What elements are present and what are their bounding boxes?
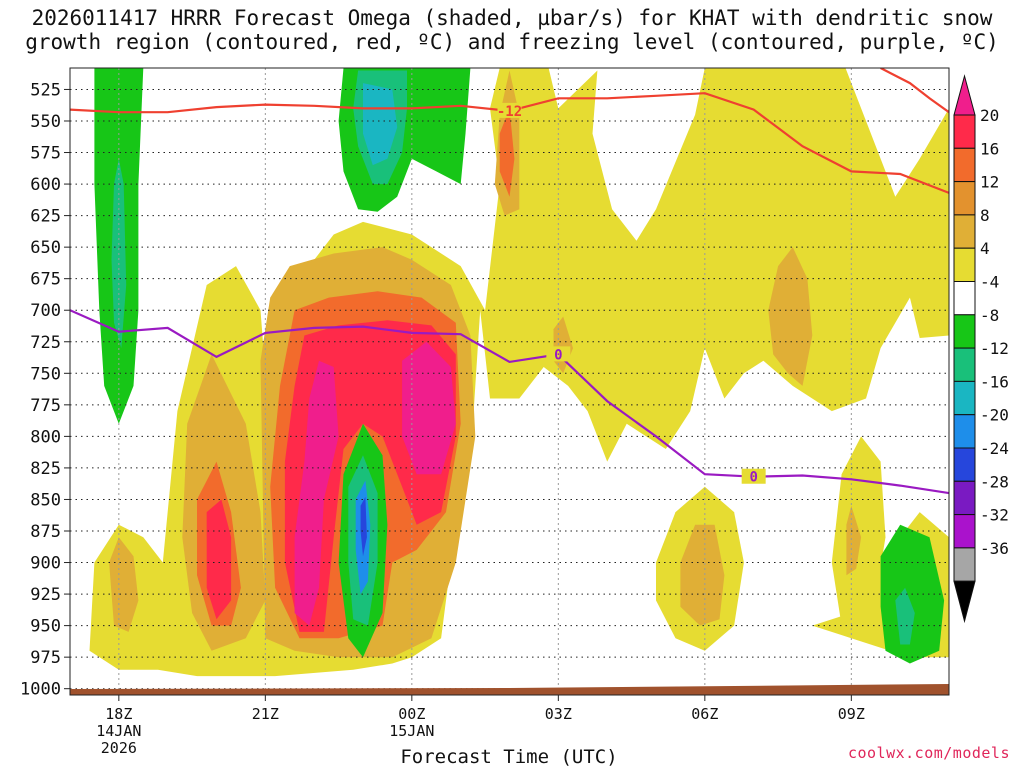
y-tick-label-800: 800 — [30, 427, 61, 447]
y-tick-label-775: 775 — [30, 396, 61, 416]
ground-strip — [70, 684, 949, 695]
plot-frame — [69, 67, 950, 696]
omega-region-orange-lobe-0840 — [846, 505, 862, 576]
y-tick-label-525: 525 — [30, 80, 61, 100]
y-tick-label-1000: 1000 — [20, 680, 61, 700]
colorbar-swatch-11 — [953, 480, 976, 516]
x-tick-label-00Z-1: 15JAN — [389, 722, 434, 740]
omega-shading — [89, 68, 949, 677]
y-tick-label-750: 750 — [30, 364, 61, 384]
colorbar-swatch-4 — [953, 247, 976, 282]
colorbar-label-6: -8 — [980, 306, 999, 325]
y-tick-label-700: 700 — [30, 301, 61, 321]
omega-region-orange-lobe-06z — [680, 524, 725, 626]
omega-region-teal-lower-right — [895, 587, 915, 645]
chart-title: 2026011417 HRRR Forecast Omega (shaded, … — [0, 6, 1024, 54]
title-line-1: 2026011417 HRRR Forecast Omega (shaded, … — [31, 6, 993, 30]
x-tick-label-18Z-2: 2026 — [101, 739, 137, 757]
y-tick-label-625: 625 — [30, 207, 61, 227]
pressure-axis: 525 550 575 600 625 650 675 700 725 750 775 800 825 8… — [20, 80, 70, 700]
colorbar-top-triangle — [953, 74, 976, 116]
temperature-contours: -12 0 0 — [70, 68, 949, 495]
x-tick-label-09Z-0: 09Z — [838, 705, 865, 723]
omega-region-dark-blue-core — [360, 496, 367, 557]
colorbar-swatch-6 — [953, 314, 976, 349]
x-tick-label-18Z-1: 14JAN — [96, 722, 141, 740]
colorbar-label-4: 4 — [980, 239, 990, 258]
colorbar-swatch-5 — [953, 281, 976, 316]
freezing-level-contour — [70, 309, 949, 495]
colorbar-label-0: 20 — [980, 106, 999, 125]
source-credit: coolwx.com/models — [847, 744, 1010, 762]
y-tick-label-925: 925 — [30, 585, 61, 605]
colorbar-label-3: 8 — [980, 206, 990, 225]
colorbar-label-1: 16 — [980, 139, 999, 158]
dendritic-contour-upper-right — [880, 68, 949, 114]
colorbar-label-10: -24 — [980, 439, 1009, 458]
y-tick-label-850: 850 — [30, 490, 61, 510]
freezing-level-label-03z: 0 — [554, 347, 562, 363]
dendritic-contour-label: -12 — [497, 104, 522, 120]
colorbar-label-5: -4 — [980, 273, 999, 292]
dendritic-contour-label-bg — [497, 102, 522, 118]
colorbar-label-13: -36 — [980, 539, 1009, 558]
y-tick-label-725: 725 — [30, 333, 61, 353]
freezing-level-label-03z-bg — [546, 346, 571, 362]
grid-lines — [70, 68, 949, 695]
y-tick-label-950: 950 — [30, 617, 61, 637]
y-tick-label-675: 675 — [30, 270, 61, 290]
freezing-level-label-07z: 0 — [749, 470, 757, 486]
freezing-level-label-07z-bg — [741, 468, 766, 484]
y-tick-label-875: 875 — [30, 522, 61, 542]
colorbar-label-7: -12 — [980, 339, 1009, 358]
omega-region-orange-lobe-08z — [768, 247, 813, 386]
colorbar-swatch-7 — [953, 347, 976, 382]
colorbar-swatch-9 — [953, 414, 976, 449]
colorbar-swatch-2 — [953, 181, 976, 216]
y-tick-label-575: 575 — [30, 144, 61, 164]
colorbar-swatch-0 — [953, 114, 976, 149]
y-tick-label-975: 975 — [30, 648, 61, 668]
colorbar-swatch-10 — [953, 447, 976, 482]
x-tick-label-06Z-0: 06Z — [691, 705, 718, 723]
y-tick-label-550: 550 — [30, 112, 61, 132]
x-tick-label-18Z-0: 18Z — [105, 705, 132, 723]
colorbar-label-12: -32 — [980, 506, 1009, 525]
omega-region-orange-lobe-18z — [109, 537, 139, 632]
omega-region-red-core-left — [206, 499, 232, 620]
omega-region-cyan-upper-centre — [363, 83, 398, 166]
colorbar: 20 16 12 8 4 -4 -8 -12 -16 -20 -24 -28 -32 -36 — [953, 74, 1009, 624]
colorbar-label-8: -16 — [980, 372, 1009, 391]
omega-region-magenta-core-right — [402, 341, 456, 475]
omega-region-dark-orange-upper — [499, 108, 515, 197]
colorbar-bottom-triangle — [953, 580, 976, 624]
colorbar-swatch-12 — [953, 514, 976, 549]
y-tick-label-650: 650 — [30, 238, 61, 258]
colorbar-label-9: -20 — [980, 406, 1009, 425]
title-line-2: growth region (contoured, red, ºC) and f… — [25, 30, 999, 54]
y-tick-label-825: 825 — [30, 459, 61, 479]
x-tick-label-00Z-0: 00Z — [398, 705, 425, 723]
omega-region-magenta-core-left — [294, 360, 339, 626]
colorbar-label-11: -28 — [980, 472, 1009, 491]
x-tick-label-03Z-0: 03Z — [545, 705, 572, 723]
terrain-strip — [70, 684, 949, 695]
x-tick-label-21Z-0: 21Z — [252, 705, 279, 723]
colorbar-swatch-3 — [953, 214, 976, 249]
x-axis-label: Forecast Time (UTC) — [400, 746, 617, 768]
y-tick-label-900: 900 — [30, 554, 61, 574]
colorbar-label-2: 12 — [980, 173, 999, 192]
colorbar-swatch-13 — [953, 547, 976, 582]
colorbar-swatch-8 — [953, 380, 976, 416]
y-tick-label-600: 600 — [30, 175, 61, 195]
colorbar-swatch-1 — [953, 147, 976, 183]
